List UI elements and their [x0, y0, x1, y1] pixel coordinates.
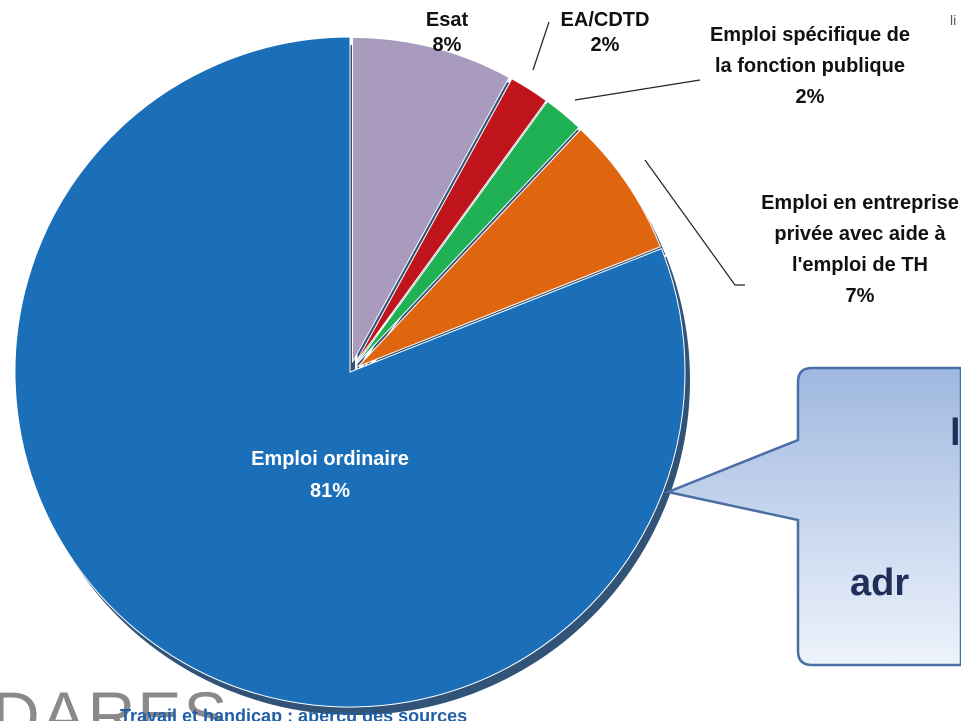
- slice: [14, 36, 686, 708]
- callout: [663, 366, 961, 667]
- label-name: Emploi spécifique de la fonction publiqu…: [709, 24, 911, 77]
- label-name: EA/CDTD: [560, 9, 650, 31]
- slice-label: EA/CDTD 2%: [545, 8, 665, 58]
- slice-label: Emploi en entreprise privée avec aide à …: [740, 188, 961, 312]
- slice: [354, 78, 548, 364]
- slice: [355, 100, 580, 365]
- slice: [357, 128, 662, 367]
- pie: [14, 36, 690, 715]
- leader-lines: [532, 21, 745, 286]
- label-value: 2%: [795, 86, 825, 108]
- footer: Travail et handicap : aperçu des sources: [120, 706, 467, 721]
- label-value: 81%: [309, 480, 351, 502]
- callout-text: adr: [850, 562, 909, 604]
- label-name: Emploi en entreprise privée avec aide à …: [761, 192, 959, 276]
- label-value: 2%: [590, 34, 620, 56]
- label-name: Emploi ordinaire: [251, 448, 409, 470]
- slice-label: Emploi ordinaire 81%: [200, 443, 460, 507]
- slice: [351, 36, 510, 363]
- slice-label: Esat 8%: [397, 8, 497, 58]
- corner-text: li: [950, 12, 956, 28]
- logo: DARES: [0, 678, 229, 721]
- label-value: 7%: [845, 285, 875, 307]
- slice-label: Emploi spécifique de la fonction publiqu…: [700, 20, 920, 113]
- callout-text: l: [950, 412, 961, 454]
- label-name: Esat: [425, 9, 469, 31]
- label-value: 8%: [432, 34, 462, 56]
